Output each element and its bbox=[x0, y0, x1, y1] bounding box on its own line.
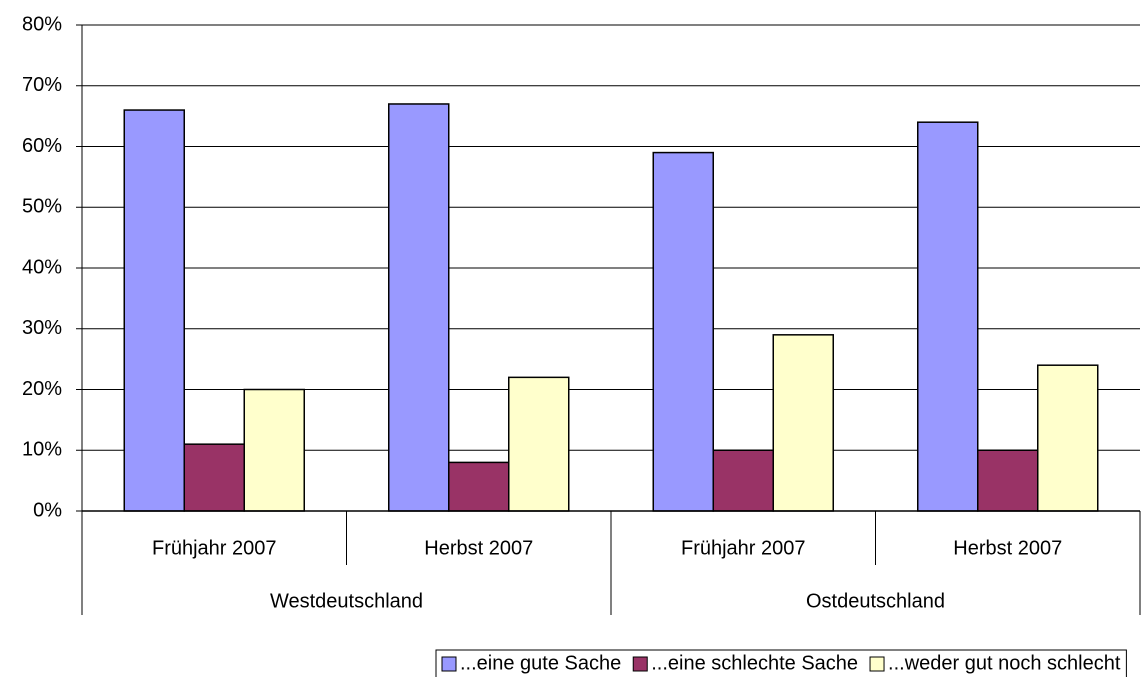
bar bbox=[508, 376, 570, 512]
y-tick-label: 60% bbox=[22, 135, 62, 157]
legend-label: ...eine gute Sache bbox=[460, 652, 621, 674]
y-tick-label: 0% bbox=[33, 499, 62, 521]
bar bbox=[772, 334, 834, 512]
y-tick-label: 40% bbox=[22, 256, 62, 278]
legend-label: ...eine schlechte Sache bbox=[651, 652, 858, 674]
y-tick-label: 20% bbox=[22, 378, 62, 400]
group-label: Ostdeutschland bbox=[806, 590, 945, 612]
bar bbox=[123, 109, 185, 512]
y-tick-label: 10% bbox=[22, 439, 62, 461]
legend-swatch bbox=[441, 656, 457, 672]
y-tick-label: 70% bbox=[22, 74, 62, 96]
legend-swatch bbox=[869, 656, 885, 672]
bar bbox=[243, 388, 305, 512]
x-tick-label: Herbst 2007 bbox=[953, 537, 1062, 559]
bar bbox=[448, 461, 510, 512]
x-tick-label: Frühjahr 2007 bbox=[152, 537, 277, 559]
legend-swatch bbox=[632, 656, 648, 672]
group-label: Westdeutschland bbox=[270, 590, 423, 612]
x-tick-label: Herbst 2007 bbox=[424, 537, 533, 559]
bar bbox=[977, 449, 1039, 512]
y-tick-label: 50% bbox=[22, 196, 62, 218]
legend-label: ...weder gut noch schlecht bbox=[888, 652, 1121, 674]
y-tick-label: 80% bbox=[22, 13, 62, 35]
bar bbox=[712, 449, 774, 512]
bar bbox=[1037, 364, 1099, 512]
bar bbox=[652, 151, 714, 512]
bar bbox=[388, 103, 450, 512]
bar bbox=[183, 443, 245, 512]
bar bbox=[917, 121, 979, 512]
y-tick-label: 30% bbox=[22, 317, 62, 339]
legend-box bbox=[435, 649, 1127, 677]
x-tick-label: Frühjahr 2007 bbox=[681, 537, 806, 559]
